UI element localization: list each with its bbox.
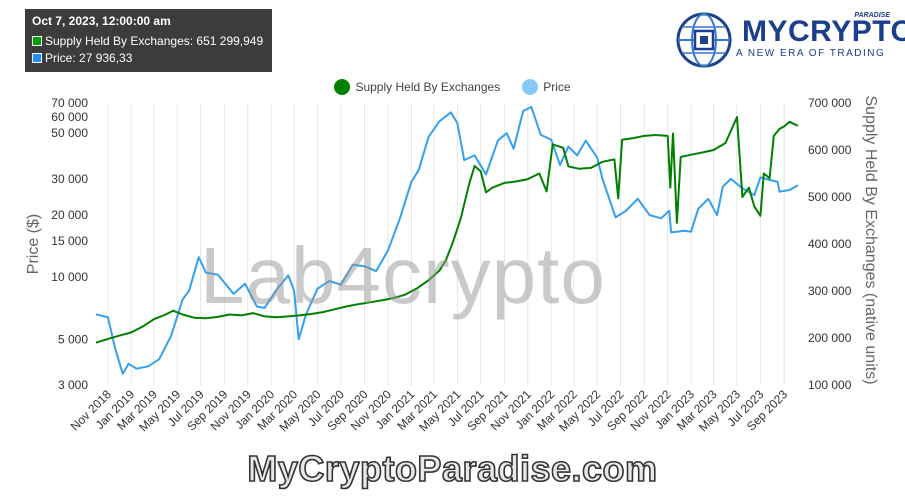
right-axis-tick-label: 300 000 [808, 284, 852, 298]
left-axis-tick-label: 3 000 [58, 378, 88, 392]
logo-tag: PARADISE [854, 12, 890, 19]
legend-item-price[interactable]: Price [522, 79, 571, 95]
footer-brand-text: MyCryptoParadise.com [247, 447, 658, 490]
left-axis-tick-label: 20 000 [51, 208, 88, 222]
legend-price-label: Price [543, 80, 571, 94]
supply-series-line [95, 116, 799, 344]
brand-logo: PARADISE MYCRYPTO A NEW ERA OF TRADING [676, 10, 905, 68]
series-lines [95, 105, 799, 375]
tooltip-supply-label: Supply Held By Exchanges [45, 34, 190, 48]
price-series-line [95, 105, 799, 375]
logo-brand: MYCRYPTO [742, 15, 905, 48]
right-axis-tick-label: 500 000 [808, 190, 852, 204]
logo-slogan: A NEW ERA OF TRADING [736, 48, 886, 59]
legend-supply-dot [334, 79, 351, 95]
tooltip-supply-value: 651 299,949 [196, 34, 264, 48]
tooltip-row-supply: Supply Held By Exchanges: 651 299,949 [32, 34, 265, 48]
price-swatch [32, 53, 42, 63]
tooltip-row-price: Price: 27 936,33 [32, 51, 265, 65]
left-axis-tick-label: 60 000 [51, 110, 88, 124]
right-axis-title: Supply Held By Exchanges (native units) [862, 95, 879, 384]
tooltip-price-label: Price [45, 51, 73, 65]
tooltip-price-value: 27 936,33 [79, 51, 133, 65]
left-axis-tick-label: 5 000 [58, 332, 88, 346]
right-axis-tick-label: 400 000 [808, 237, 852, 251]
chart-legend: Supply Held By Exchanges Price [0, 79, 905, 95]
legend-supply-label: Supply Held By Exchanges [355, 80, 501, 94]
watermark-text: Lab4crypto [200, 231, 606, 320]
left-axis-tick-label: 15 000 [51, 234, 88, 248]
left-axis-tick-label: 10 000 [51, 270, 88, 284]
tooltip-date: Oct 7, 2023, 12:00:00 am [32, 14, 171, 28]
left-axis-title: Price ($) [25, 214, 42, 274]
left-axis-tick-label: 70 000 [51, 96, 88, 110]
legend-item-supply[interactable]: Supply Held By Exchanges [334, 79, 500, 95]
globe-chip-icon [676, 12, 732, 68]
left-axis-tick-label: 30 000 [51, 172, 88, 186]
supply-swatch [32, 36, 42, 46]
grid [107, 103, 785, 385]
legend-price-dot [522, 79, 539, 95]
right-axis-tick-label: 100 000 [808, 378, 852, 392]
left-axis-tick-label: 50 000 [51, 126, 88, 140]
right-axis-tick-label: 600 000 [808, 143, 852, 157]
chart-tooltip: Oct 7, 2023, 12:00:00 am Supply Held By … [25, 9, 272, 72]
right-axis-tick-label: 200 000 [808, 331, 852, 345]
right-axis-tick-label: 700 000 [808, 96, 852, 110]
